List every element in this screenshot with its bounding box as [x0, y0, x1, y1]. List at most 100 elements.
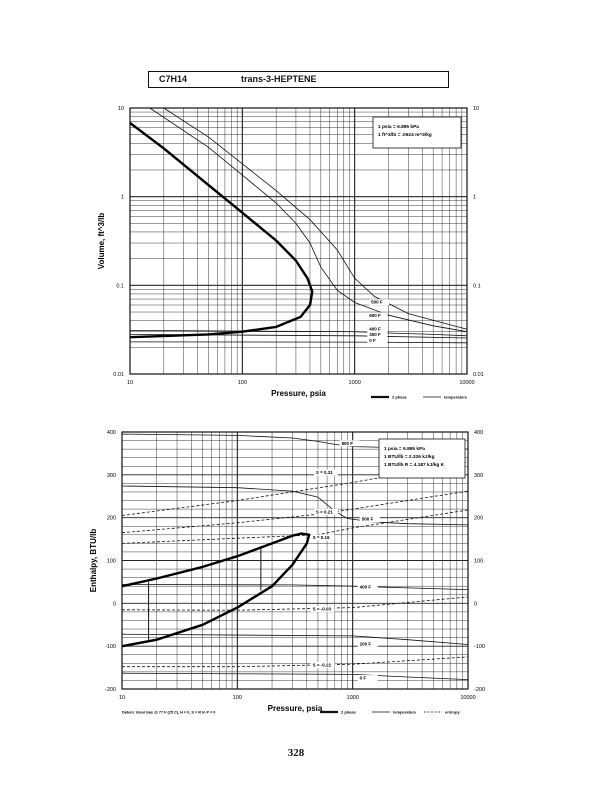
isotherm-label: 300 F — [369, 332, 381, 337]
y-tick-label: -200 — [105, 687, 116, 693]
y-tick-label-right: 100 — [474, 559, 483, 565]
compound-name: trans-3-HEPTENE — [241, 74, 317, 84]
x-tick-label: 1000 — [349, 380, 361, 386]
isotherm-line — [129, 330, 468, 337]
y-tick-label: 1 — [121, 195, 124, 201]
isotherm-label: 0 F — [360, 676, 367, 681]
isotherm-label-bg — [357, 640, 378, 647]
y-axis-label: Volume, ft^3/lb — [97, 213, 106, 270]
y-tick-label: 200 — [107, 516, 116, 522]
x-tick-label: 10 — [127, 380, 133, 386]
y-tick-label-right: 1 — [473, 195, 476, 201]
conversion-note-box — [372, 116, 462, 149]
y-tick-label-right: 0 — [474, 601, 477, 607]
isotherm-label-bg — [367, 337, 388, 344]
isotherm-label: 500 F — [371, 300, 383, 305]
y-tick-label-right: 0.01 — [473, 372, 484, 378]
entropy-line — [121, 490, 469, 534]
x-axis-label: Pressure, psia — [271, 389, 326, 398]
y-tick-label: 100 — [107, 559, 116, 565]
entropy-label-bg — [310, 534, 335, 541]
legend-label: temperature — [393, 710, 417, 715]
page-number: 328 — [287, 747, 305, 759]
y-tick-label-right: -100 — [474, 644, 485, 650]
entropy-label-bg — [313, 469, 338, 476]
plot-frame — [121, 431, 469, 690]
entropy-line — [122, 656, 469, 668]
conversion-note-line: 1 psia = 6.895 kPa — [378, 124, 419, 130]
isotherm-label-bg — [369, 299, 390, 306]
entropy-label-bg — [310, 662, 335, 669]
x-tick-label: 1000 — [347, 695, 359, 701]
isotherm-label-bg — [367, 312, 388, 319]
volume-pressure-chart: 10 100 1000 100000.010.11100.010.1110Pressu… — [97, 106, 484, 400]
isotherm-label-bg — [339, 440, 360, 447]
entropy-label: S = 0.31 — [316, 470, 333, 475]
enthalpy-pressure-chart: 10 100 1000 10000-200-1000100200300400-200-… — [89, 430, 485, 715]
entropy-label: S = -0.03 — [313, 607, 332, 612]
y-tick-label: 10 — [118, 106, 124, 112]
x-tick-label: 100 — [233, 695, 242, 701]
y-tick-label-right: 400 — [474, 430, 483, 436]
y-axis-label: Enthalpy, BTU/lb — [89, 529, 98, 593]
chart-title-box: C7H14 trans-3-HEPTENE — [148, 71, 449, 88]
y-tick-label: 0 — [113, 601, 116, 607]
y-tick-label: -100 — [105, 644, 116, 650]
chemical-formula: C7H14 — [159, 74, 188, 84]
y-tick-label: 0.01 — [113, 372, 124, 378]
conversion-note-line: 1 BTU/lb = 2.326 kJ/kg — [384, 454, 435, 460]
isotherm-label: 800 F — [341, 441, 353, 446]
legend-label: temperature — [444, 395, 468, 400]
entropy-line — [121, 596, 469, 611]
conversion-note-line: 1 BTU/lb R = 4.187 kJ/kg K — [384, 462, 445, 468]
isotherm-label: 600 F — [369, 313, 381, 318]
isotherm-label-bg — [357, 675, 378, 682]
isotherm-label-bg — [357, 583, 378, 590]
plot-frame — [129, 107, 468, 375]
x-tick-label: 10000 — [459, 380, 474, 386]
datum-note: Datum: Ideal Gas @ 77 F (25 C), H = 0, S… — [122, 711, 215, 715]
entropy-line — [121, 509, 469, 544]
isotherm-label: 0 F — [369, 338, 376, 343]
isotherm-line — [121, 633, 469, 645]
y-tick-label-right: -200 — [474, 687, 485, 693]
y-tick-label-right: 0.1 — [473, 283, 481, 289]
grid-lines — [129, 107, 468, 375]
isotherm-label-bg — [367, 325, 388, 332]
isotherm-label: 500 F — [362, 517, 374, 522]
y-tick-label: 0.1 — [116, 283, 124, 289]
x-tick-label: 10 — [119, 695, 125, 701]
entropy-label: S = 0.16 — [313, 535, 330, 540]
isotherm-line — [163, 107, 468, 330]
y-tick-label-right: 300 — [474, 473, 483, 479]
isotherm-line — [149, 107, 468, 333]
isotherm-label: 400 F — [369, 326, 381, 331]
legend-label: entropy — [445, 710, 460, 715]
y-tick-label-right: 10 — [473, 106, 479, 112]
y-tick-label: 400 — [107, 430, 116, 436]
isotherm-line — [129, 341, 468, 344]
x-axis-label: Pressure, psia — [268, 704, 323, 713]
y-tick-label-right: 200 — [474, 516, 483, 522]
isotherm-label: 200 F — [360, 641, 372, 646]
x-tick-label: 10000 — [460, 695, 475, 701]
legend-label: 2 phase — [392, 395, 408, 400]
isotherm-line — [121, 672, 469, 680]
isotherm-label-bg — [359, 516, 380, 523]
entropy-label-bg — [313, 508, 338, 515]
conversion-note-line: 1 psia = 6.895 kPa — [384, 446, 425, 452]
saturation-dome — [121, 532, 311, 648]
conversion-note-line: 1 ft^3/lb = .0624 m^3/kg — [378, 132, 432, 138]
entropy-label: S = 0.21 — [316, 509, 333, 514]
isotherm-line — [121, 584, 469, 590]
conversion-note-box — [378, 438, 466, 479]
entropy-label-bg — [310, 606, 335, 613]
y-tick-label: 300 — [107, 473, 116, 479]
saturation-dome — [129, 121, 314, 339]
legend-label: 2 phase — [341, 710, 357, 715]
x-tick-label: 100 — [238, 380, 247, 386]
entropy-label: S = -0.22 — [313, 663, 332, 668]
isotherm-label-bg — [367, 331, 388, 338]
grid-lines — [121, 431, 469, 690]
isotherm-label: 400 F — [360, 584, 372, 589]
